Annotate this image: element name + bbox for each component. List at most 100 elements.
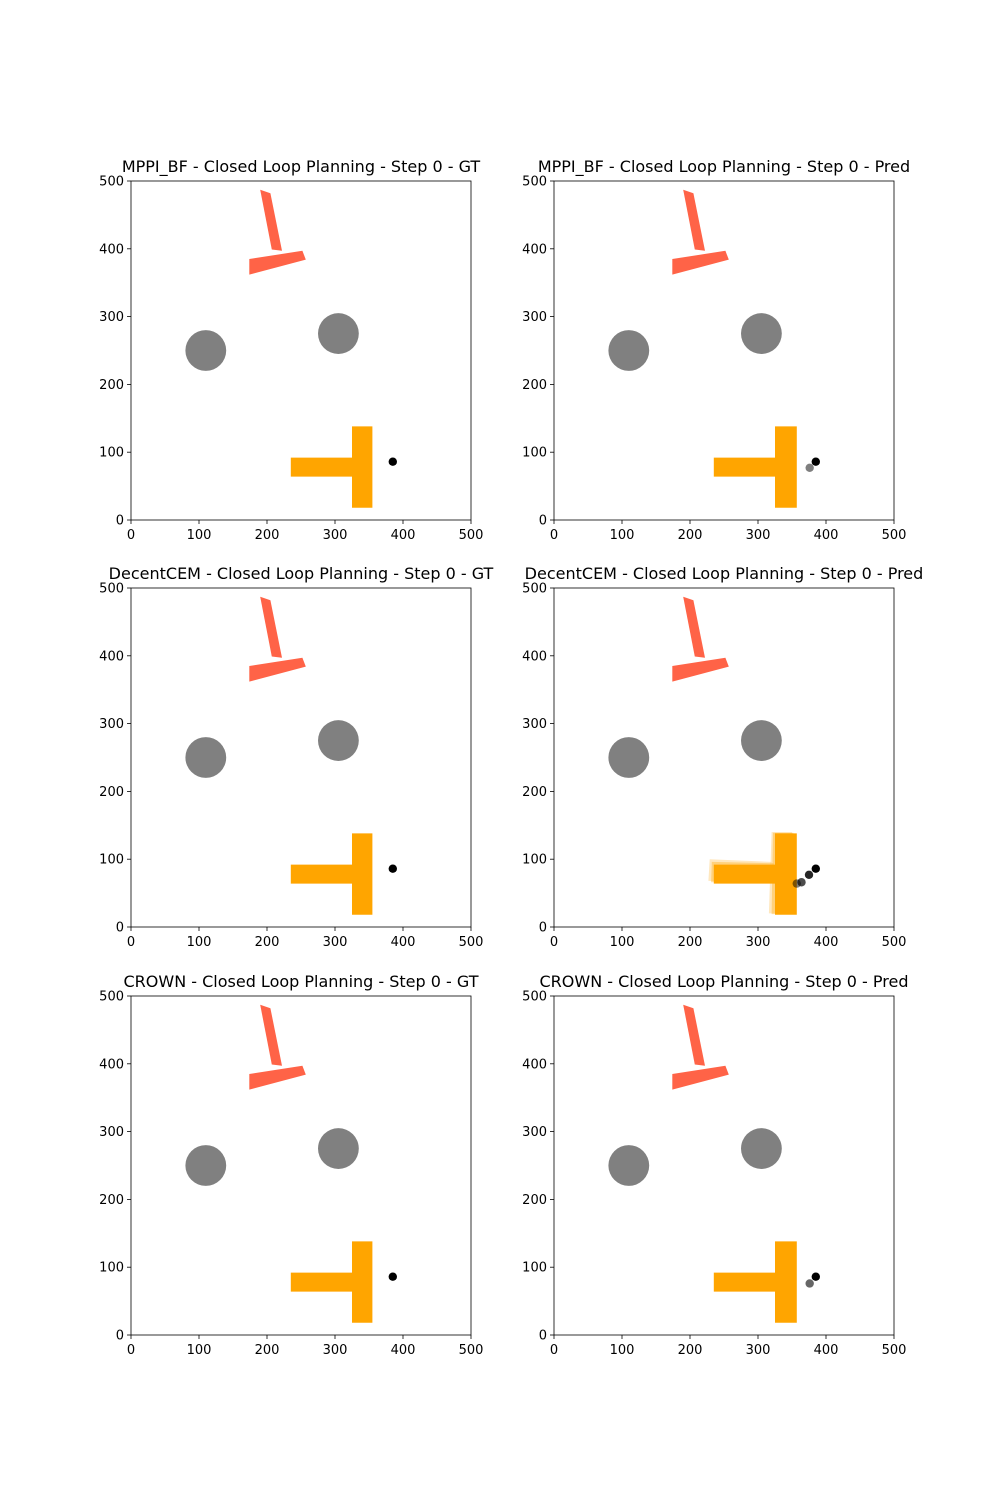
y-tick-label: 100 — [522, 853, 547, 868]
chart-panel-5: CROWN - Closed Loop Planning - Step 0 - … — [99, 972, 483, 1358]
y-tick-label: 100 — [522, 446, 547, 461]
pusher-point — [804, 870, 814, 879]
plot-area — [185, 1004, 397, 1323]
x-tick-label: 500 — [459, 935, 484, 950]
x-tick-label: 200 — [255, 935, 280, 950]
x-tick-label: 300 — [323, 528, 348, 543]
obstacle-circle — [185, 1145, 227, 1186]
obstacle-circle — [608, 737, 650, 778]
x-tick-label: 400 — [391, 935, 416, 950]
x-tick-label: 0 — [550, 1343, 558, 1358]
y-tick-label: 0 — [116, 921, 124, 936]
y-tick-label: 500 — [522, 582, 547, 597]
current-t-bar — [352, 426, 373, 508]
y-tick-label: 400 — [522, 649, 547, 664]
chart-title: MPPI_BF - Closed Loop Planning - Step 0 … — [538, 157, 910, 177]
y-tick-label: 400 — [99, 1057, 124, 1072]
pusher-point — [805, 1279, 814, 1288]
x-tick-label: 400 — [391, 1343, 416, 1358]
obstacle-circle — [185, 330, 227, 371]
plot-area — [608, 189, 820, 508]
target-t-bar — [249, 250, 306, 275]
x-tick-label: 300 — [323, 1343, 348, 1358]
chart-panel-4: DecentCEM - Closed Loop Planning - Step … — [522, 564, 923, 950]
x-tick-label: 100 — [610, 1343, 635, 1358]
obstacle-circle — [318, 313, 359, 354]
target-t-stem — [683, 1004, 705, 1066]
current-t-stem — [713, 457, 775, 477]
x-tick-label: 200 — [255, 1343, 280, 1358]
x-tick-label: 500 — [882, 1343, 907, 1358]
target-t-bar — [672, 1065, 729, 1090]
pusher-point — [805, 463, 814, 472]
pusher-point — [388, 457, 397, 466]
x-tick-label: 0 — [127, 935, 135, 950]
pusher-point — [388, 864, 397, 873]
pusher-point — [811, 1272, 820, 1281]
y-tick-label: 100 — [99, 1261, 124, 1276]
chart-panel-6: CROWN - Closed Loop Planning - Step 0 - … — [522, 972, 908, 1358]
obstacle-circle — [741, 313, 782, 354]
y-tick-label: 400 — [99, 242, 124, 257]
obstacle-circle — [185, 737, 227, 778]
current-t-stem — [290, 1272, 352, 1292]
target-t-stem — [260, 1004, 282, 1066]
y-tick-label: 300 — [99, 1125, 124, 1140]
x-tick-label: 500 — [459, 528, 484, 543]
plot-area — [608, 1004, 820, 1323]
axes-frame — [130, 180, 472, 521]
axes-frame — [553, 180, 895, 521]
chart-title: DecentCEM - Closed Loop Planning - Step … — [109, 564, 494, 583]
x-tick-label: 0 — [127, 528, 135, 543]
x-tick-label: 300 — [746, 528, 771, 543]
y-tick-label: 300 — [522, 310, 547, 325]
obstacle-circle — [741, 720, 782, 761]
x-tick-label: 400 — [814, 1343, 839, 1358]
chart-title: CROWN - Closed Loop Planning - Step 0 - … — [540, 972, 909, 991]
plot-area — [185, 596, 397, 915]
chart-panel-2: MPPI_BF - Closed Loop Planning - Step 0 … — [522, 157, 910, 543]
y-tick-label: 0 — [116, 1329, 124, 1344]
y-tick-label: 0 — [539, 1329, 547, 1344]
y-tick-label: 200 — [522, 378, 547, 393]
y-tick-label: 200 — [522, 1193, 547, 1208]
target-t-stem — [260, 189, 282, 251]
x-tick-label: 500 — [882, 935, 907, 950]
y-tick-label: 400 — [522, 1057, 547, 1072]
y-tick-label: 300 — [522, 1125, 547, 1140]
axes-frame — [553, 995, 895, 1336]
x-tick-label: 300 — [746, 1343, 771, 1358]
y-tick-label: 300 — [522, 717, 547, 732]
obstacle-circle — [608, 1145, 650, 1186]
axes-frame — [553, 587, 895, 928]
y-tick-label: 0 — [539, 514, 547, 529]
plot-area — [608, 596, 820, 915]
x-tick-label: 300 — [323, 935, 348, 950]
y-tick-label: 500 — [99, 990, 124, 1005]
x-tick-label: 200 — [678, 935, 703, 950]
x-tick-label: 300 — [746, 935, 771, 950]
x-tick-label: 100 — [187, 1343, 212, 1358]
y-tick-label: 0 — [539, 921, 547, 936]
current-t-stem — [290, 457, 352, 477]
pusher-point — [797, 878, 806, 887]
y-tick-label: 100 — [99, 446, 124, 461]
y-tick-label: 200 — [99, 1193, 124, 1208]
x-tick-label: 200 — [255, 528, 280, 543]
y-tick-label: 500 — [522, 990, 547, 1005]
axes-frame — [130, 587, 472, 928]
current-t-bar — [775, 833, 797, 915]
obstacle-circle — [318, 720, 359, 761]
obstacle-circle — [318, 1128, 359, 1169]
y-tick-label: 300 — [99, 717, 124, 732]
y-tick-label: 100 — [522, 1261, 547, 1276]
y-tick-label: 200 — [99, 378, 124, 393]
y-tick-label: 400 — [99, 649, 124, 664]
x-tick-label: 0 — [550, 935, 558, 950]
x-tick-label: 400 — [814, 935, 839, 950]
y-tick-label: 100 — [99, 853, 124, 868]
target-t-bar — [672, 250, 729, 275]
x-tick-label: 0 — [550, 528, 558, 543]
x-tick-label: 400 — [814, 528, 839, 543]
y-tick-label: 400 — [522, 242, 547, 257]
